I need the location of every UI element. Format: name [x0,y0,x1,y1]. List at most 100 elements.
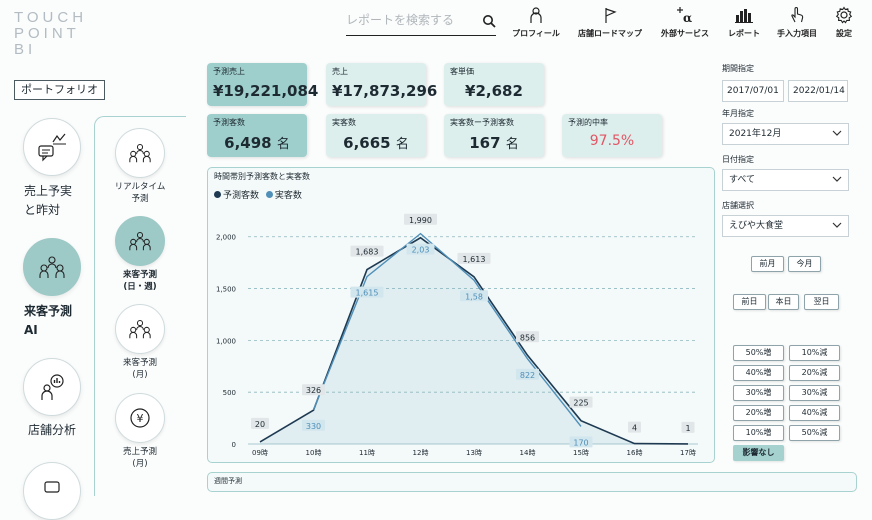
sales-forecast-month-label: 売上予測 (月) [122,447,157,469]
nav-profile[interactable]: プロフィール [508,6,564,40]
adjust-plus-40-button[interactable]: 40%増 [733,365,784,381]
nav-store-roadmap[interactable]: 店舗ロードマップ [574,6,646,40]
people-icon [129,320,151,339]
today-button[interactable]: 本日 [768,294,799,310]
gear-icon [835,6,853,24]
data-label-forecast: 1,990 [409,216,432,225]
data-label-forecast: 225 [573,399,588,408]
data-label-forecast: 856 [520,333,535,342]
store-analysis-button[interactable] [23,358,81,416]
adjust-minus-10-button[interactable]: 10%減 [789,345,840,361]
store-label: 店舗選択 [722,201,754,210]
plus-alpha-icon: α [677,7,692,24]
kpi-sales: 売上 ¥17,873,296 [326,63,437,106]
nav-settings-label: 設定 [836,29,852,38]
nav-settings[interactable]: 設定 [830,6,858,40]
no-effect-button[interactable]: 影響なし [733,445,784,461]
nav-manual-input[interactable]: 手入力項目 [772,6,822,40]
data-label-actual: 1,615 [356,289,379,298]
x-tick-label: 15時 [573,449,589,457]
hand-icon [791,6,804,23]
adjust-plus-50-button[interactable]: 50%増 [733,345,784,361]
chat-icon [44,481,60,493]
svg-text:α: α [683,11,692,24]
bar-chart-icon [735,9,753,23]
kpi-visitor-diff: 実客数ー予測客数 167 名 [444,114,544,157]
sales-forecast-month-button[interactable]: ¥ [115,393,165,443]
kpi-value: 6,498 [224,134,272,152]
next-day-button[interactable]: 翌日 [804,294,839,310]
sales-vs-lastyear-button[interactable] [23,118,81,176]
chat-chart-icon [38,133,66,162]
adjust-plus-20-button[interactable]: 20%増 [733,405,784,421]
search-input[interactable] [346,8,476,32]
kpi-unit: 名 [505,137,519,152]
adjust-plus-30-button[interactable]: 30%増 [733,385,784,401]
prev-day-button[interactable]: 前日 [733,294,766,310]
date-select[interactable]: すべて [722,169,849,191]
store-select[interactable]: えびや大食堂 [722,215,849,237]
data-label-bg-forecast [404,213,437,225]
svg-text:¥: ¥ [137,412,144,425]
kpi-label: 客単価 [450,67,474,76]
more-nav-button[interactable] [23,462,81,520]
data-label-bg-forecast [628,421,641,433]
y-tick-label: 0 [232,441,236,449]
data-label-forecast: 1,613 [463,255,486,264]
store-analysis-label: 店舗分析 [28,423,77,437]
chart-legend: 予測客数 実客数 [214,188,302,201]
adjust-minus-30-button[interactable]: 30%減 [789,385,840,401]
legend-actual-label: 実客数 [274,191,302,201]
data-label-bg-forecast [516,331,539,343]
adjust-plus-10-button[interactable]: 10%増 [733,425,784,441]
period-from-input[interactable]: 2017/07/01 [722,80,784,102]
store-value: えびや大食堂 [729,221,784,231]
period-to-input[interactable]: 2022/01/14 [788,80,848,102]
adjust-minus-40-button[interactable]: 40%減 [789,405,840,421]
visitor-forecast-ai-label: 来客予測 AI [24,304,73,337]
kpi-accuracy: 予測的中率 97.5% [562,114,662,157]
search-bar[interactable] [346,8,496,36]
data-label-bg-forecast [350,245,384,257]
nav-profile-label: プロフィール [512,29,560,38]
realtime-forecast-label: リアルタイム 予測 [114,182,166,204]
kpi-label: 予測客数 [213,118,245,127]
hourly-visitors-chart: 時間帯別予測客数と実客数 予測客数 実客数 0 500 1,000 1,500 2,00… [207,167,715,463]
chart-area-fill [260,237,688,444]
data-label-bg-forecast [681,421,695,433]
data-label-bg-actual [406,243,435,255]
month-select[interactable]: 2021年12月 [722,123,849,145]
portfolio-button[interactable]: ポートフォリオ [14,80,105,100]
visitor-forecast-month-label: 来客予測 (月) [122,358,157,380]
kpi-unit: 名 [276,137,290,152]
data-label-bg-actual [516,368,539,380]
person-icon [530,7,542,23]
kpi-value: ¥19,221,084 [213,82,319,100]
visitor-forecast-day-week-button[interactable] [115,216,165,266]
adjust-minus-50-button[interactable]: 50%減 [789,425,840,441]
legend-marker-actual [265,191,273,198]
nav-external-services[interactable]: α 外部サービス [654,6,716,40]
realtime-forecast-button[interactable] [115,128,165,178]
search-icon[interactable] [482,14,496,28]
y-tick-label: 1,500 [216,286,236,294]
kpi-actual-visitors: 実客数 6,665 名 [326,114,426,157]
month-value: 2021年12月 [729,129,782,139]
x-tick-label: 11時 [359,449,375,457]
adjust-minus-20-button[interactable]: 20%減 [789,365,840,381]
nav-report[interactable]: レポート [724,6,764,40]
visitor-forecast-month-button[interactable] [115,304,165,354]
data-label-actual: 330 [306,422,321,431]
chevron-down-icon [832,130,842,136]
chevron-down-icon [832,222,842,228]
this-month-button[interactable]: 今月 [788,256,821,272]
data-label-actual: 170 [573,438,588,447]
data-label-actual: 822 [520,371,535,380]
visitor-forecast-ai-button[interactable] [23,238,81,296]
x-tick-label: 12時 [413,449,429,457]
y-tick-label: 1,000 [216,337,236,345]
data-label-actual: 1,58 [465,292,483,301]
people-icon [129,232,151,251]
prev-month-button[interactable]: 前月 [751,256,784,272]
nav-store-roadmap-label: 店舗ロードマップ [578,29,642,38]
